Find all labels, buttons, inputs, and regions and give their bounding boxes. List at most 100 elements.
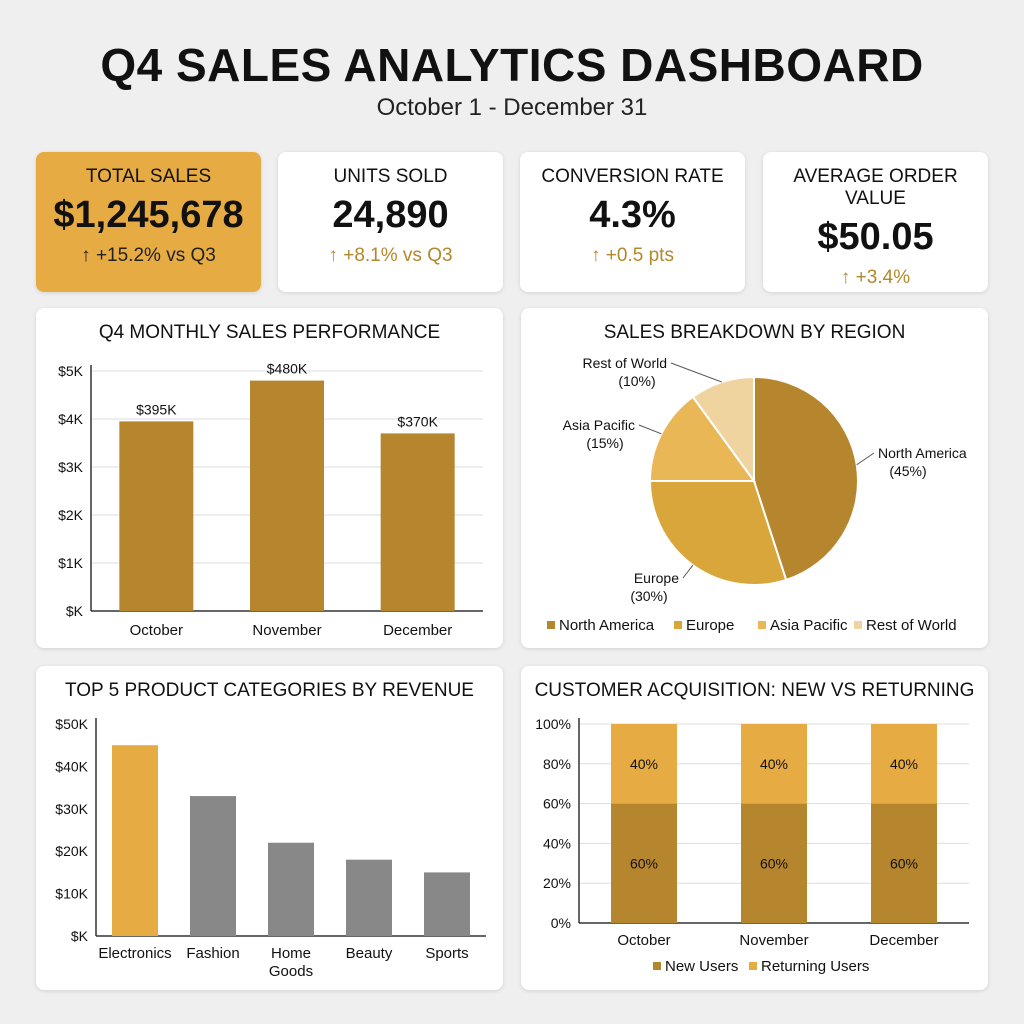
data-label: 60%: [630, 855, 658, 871]
slice-label: Europe: [634, 570, 679, 586]
x-tick-label: October: [617, 932, 670, 949]
kpi-average-order-value: AVERAGE ORDER VALUE $50.05 ↑ +3.4%: [763, 152, 988, 292]
leader-line: [682, 564, 694, 579]
kpi-change: ↑ +15.2% vs Q3: [81, 245, 216, 266]
kpi-label: CONVERSION RATE: [541, 166, 724, 187]
legend-swatch: [758, 621, 766, 629]
slice-percent: (15%): [586, 435, 623, 451]
legend-label: Returning Users: [761, 958, 869, 975]
bar-home-goods: [268, 842, 314, 936]
data-label: 40%: [630, 756, 658, 772]
chart-title: Q4 MONTHLY SALES PERFORMANCE: [98, 322, 441, 343]
kpi-value: 4.3%: [589, 194, 676, 236]
slice-percent: (30%): [630, 588, 667, 604]
y-tick-label: 80%: [543, 756, 571, 772]
legend-label: Rest of World: [866, 617, 957, 634]
x-tick-label: November: [739, 932, 808, 949]
bar-december: [380, 433, 455, 611]
pie-slice-north-america: [753, 375, 859, 582]
monthly-sales-card: Q4 MONTHLY SALES PERFORMANCE $K $1K $2K $3K…: [36, 308, 503, 648]
top-categories-card: TOP 5 PRODUCT CATEGORIES BY REVENUE $K $1…: [36, 666, 503, 990]
slice-label: Asia Pacific: [563, 417, 635, 433]
bar-october: [119, 421, 194, 611]
legend-label: Europe: [686, 617, 734, 634]
x-tick-label: December: [869, 932, 938, 949]
bar-sports: [424, 872, 470, 936]
region-breakdown-card: SALES BREAKDOWN BY REGION North America (…: [521, 308, 988, 648]
data-label: $395K: [136, 401, 177, 417]
kpi-label: UNITS SOLD: [333, 166, 448, 187]
x-tick-label: Home: [271, 945, 311, 962]
y-tick-label: $K: [66, 603, 84, 619]
kpi-value: $50.05: [817, 216, 934, 258]
y-tick-label: $1K: [58, 555, 84, 571]
legend-swatch: [749, 962, 757, 970]
x-tick-label: December: [383, 622, 452, 639]
bar-fashion: [190, 796, 236, 936]
bar-new-users: [871, 803, 937, 923]
y-tick-label: 0%: [551, 915, 571, 931]
x-tick-label: Electronics: [98, 945, 171, 962]
dashboard-title: Q4 SALES ANALYTICS DASHBOARD: [100, 39, 924, 91]
kpi-total-sales: TOTAL SALES $1,245,678 ↑ +15.2% vs Q3: [36, 152, 261, 292]
bar-new-users: [741, 803, 807, 923]
leader-line: [670, 362, 723, 383]
bar-beauty: [346, 859, 392, 936]
data-label: 60%: [760, 855, 788, 871]
y-tick-label: $20K: [55, 843, 88, 859]
legend-swatch: [547, 621, 555, 629]
x-tick-label: Fashion: [186, 945, 239, 962]
y-tick-label: $4K: [58, 411, 84, 427]
kpi-label: TOTAL SALES: [85, 166, 212, 187]
leader-line: [856, 452, 875, 466]
kpi-change: ↑ +0.5 pts: [591, 245, 674, 266]
bar-electronics: [112, 745, 158, 936]
legend-label: Asia Pacific: [770, 617, 848, 634]
kpi-units-sold: UNITS SOLD 24,890 ↑ +8.1% vs Q3: [278, 152, 503, 292]
chart-title: SALES BREAKDOWN BY REGION: [603, 322, 906, 343]
y-tick-label: $5K: [58, 363, 84, 379]
data-label: $370K: [397, 413, 438, 429]
legend-swatch: [854, 621, 862, 629]
x-tick-label: October: [130, 622, 183, 639]
y-tick-label: $2K: [58, 507, 84, 523]
data-label: 40%: [760, 756, 788, 772]
y-tick-label: $3K: [58, 459, 84, 475]
kpi-label: AVERAGE ORDER VALUE: [793, 166, 958, 209]
x-tick-label: November: [252, 622, 321, 639]
slice-label: Rest of World: [582, 355, 667, 371]
slice-percent: (10%): [618, 373, 655, 389]
bar-returning-users: [611, 724, 677, 804]
legend-swatch: [674, 621, 682, 629]
y-tick-label: 20%: [543, 875, 571, 891]
kpi-value: $1,245,678: [53, 194, 244, 236]
bar-returning-users: [871, 724, 937, 804]
bar-november: [250, 380, 324, 611]
y-tick-label: 60%: [543, 796, 571, 812]
kpi-change: ↑ +3.4%: [840, 267, 911, 288]
customer-acquisition-chart: 0% 20% 40% 60% 80% 100% 60% 40% October 60% 40% Nov…: [535, 716, 969, 975]
top-categories-chart: $K $10K $20K $30K $40K $50K Electronics Fashion…: [55, 716, 486, 980]
data-label: 60%: [890, 855, 918, 871]
kpi-change: ↑ +8.1% vs Q3: [328, 245, 453, 266]
bar-new-users: [611, 803, 677, 923]
data-label: 40%: [890, 756, 918, 772]
y-tick-label: $40K: [55, 758, 88, 774]
kpi-value: 24,890: [332, 194, 449, 236]
y-tick-label: $30K: [55, 801, 88, 817]
y-tick-label: 40%: [543, 835, 571, 851]
date-range: October 1 - December 31: [376, 94, 648, 121]
x-tick-label: Goods: [269, 963, 313, 980]
slice-percent: (45%): [889, 463, 926, 479]
legend-swatch: [653, 962, 661, 970]
leader-line: [638, 424, 662, 435]
chart-title: TOP 5 PRODUCT CATEGORIES BY REVENUE: [65, 680, 474, 701]
y-tick-label: $K: [71, 928, 89, 944]
legend-label: New Users: [665, 958, 738, 975]
monthly-sales-chart: $K $1K $2K $3K $4K $5K $395K October $480K Novemb…: [58, 361, 483, 639]
legend-label: North America: [559, 617, 655, 634]
y-tick-label: $50K: [55, 716, 88, 732]
chart-title: CUSTOMER ACQUISITION: NEW VS RETURNING: [534, 680, 975, 701]
slice-label: North America: [878, 445, 967, 461]
x-tick-label: Beauty: [346, 945, 393, 962]
